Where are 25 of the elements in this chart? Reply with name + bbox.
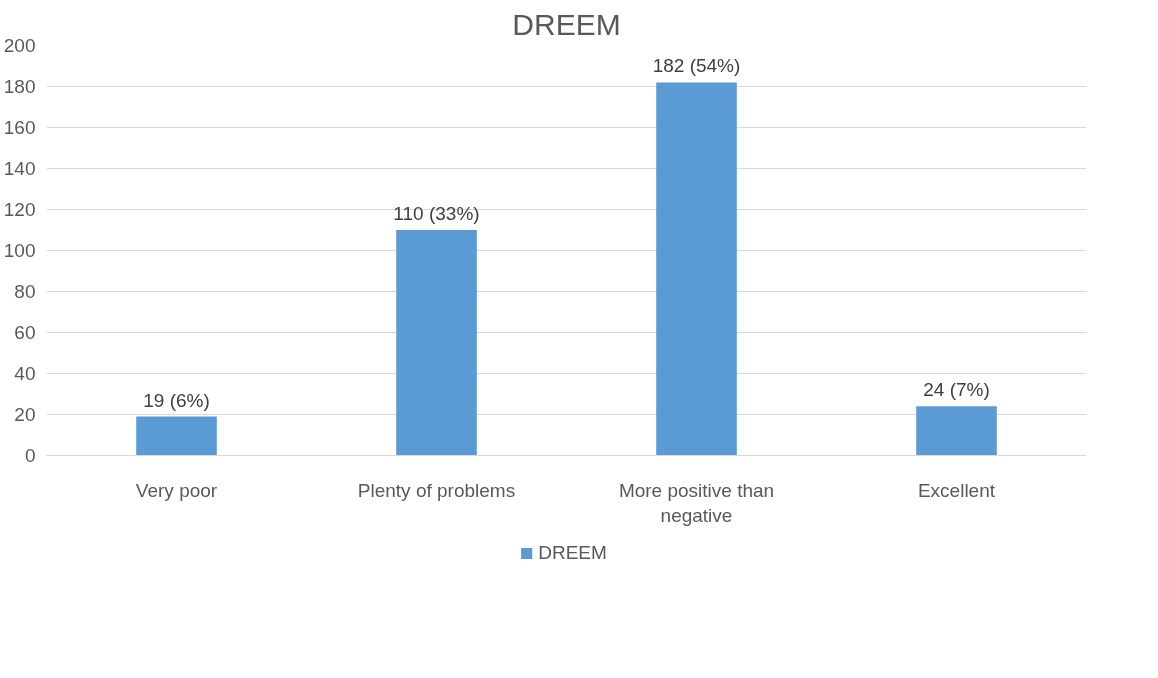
data-label: 182 (54%) [652,55,741,77]
y-tick-label: 20 [14,404,36,425]
y-tick-label: 0 [24,445,36,466]
chart-title: DREEM [512,7,621,41]
y-tick-label: 160 [3,117,36,138]
y-tick-label: 100 [3,240,36,261]
y-tick-label: 180 [3,76,36,97]
x-tick-label: Very poor [135,479,218,501]
y-tick-label: 120 [3,199,36,220]
x-tick-label: Excellent [917,479,996,501]
bar [396,230,477,456]
bar [656,82,737,456]
legend-label: DREEM [538,542,607,564]
y-tick-label: 80 [14,281,36,302]
data-label: 110 (33%) [393,203,480,224]
y-tick-label: 140 [3,158,36,179]
y-tick-label: 200 [3,35,36,56]
x-tick-label: More positive than negative [618,479,775,526]
y-tick-label: 60 [14,322,36,343]
y-tick-label: 40 [14,363,36,384]
x-tick-label: Plenty of problems [357,479,516,501]
bar [136,416,217,456]
bar [916,406,997,456]
data-label: 19 (6%) [143,389,210,411]
data-label: 24 (7%) [923,379,990,401]
